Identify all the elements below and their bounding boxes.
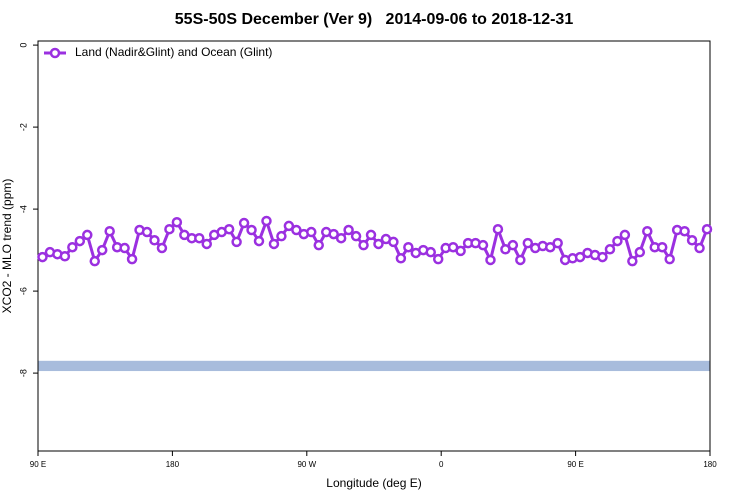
point — [515, 254, 526, 266]
point — [642, 225, 653, 237]
plot-frame — [37, 40, 711, 452]
point — [544, 241, 556, 253]
point — [291, 224, 302, 236]
point — [627, 255, 638, 267]
point — [522, 237, 534, 249]
point — [276, 230, 287, 242]
point — [552, 237, 563, 249]
point — [395, 253, 407, 264]
point — [485, 254, 496, 266]
point — [500, 244, 511, 255]
y-axis-label: XCO2 - MLO trend (ppm) — [0, 179, 14, 314]
y-tick-label: -6 — [18, 287, 28, 295]
point — [231, 236, 242, 248]
point — [37, 251, 48, 263]
point — [164, 223, 175, 235]
point — [612, 235, 623, 247]
point — [89, 255, 100, 267]
point — [283, 220, 295, 232]
x-tick-label: 180 — [703, 460, 717, 469]
point — [343, 224, 354, 236]
point — [238, 217, 250, 229]
point — [268, 238, 280, 250]
point — [373, 238, 384, 250]
x-tick-label: 90 E — [30, 460, 46, 469]
point — [619, 229, 631, 241]
point — [425, 246, 436, 258]
band — [38, 360, 710, 372]
point — [604, 244, 616, 255]
x-tick-label: 180 — [166, 460, 180, 469]
point — [388, 236, 399, 248]
point — [246, 224, 257, 236]
point — [201, 238, 212, 250]
point — [126, 253, 138, 265]
point — [82, 229, 93, 241]
point — [96, 244, 108, 256]
point — [350, 230, 362, 242]
point — [119, 242, 130, 254]
point — [477, 239, 489, 251]
point — [664, 253, 675, 265]
point — [656, 241, 668, 253]
point — [679, 225, 690, 237]
point — [507, 239, 519, 251]
point — [492, 223, 504, 235]
point — [432, 253, 444, 265]
point — [358, 239, 369, 251]
point — [67, 241, 78, 253]
y-tick-label: -8 — [18, 369, 28, 377]
x-tick-label: 90 W — [297, 460, 316, 469]
point — [306, 226, 317, 238]
point — [574, 251, 586, 263]
point — [261, 215, 272, 227]
point — [223, 223, 235, 235]
x-tick-label: 0 — [439, 460, 444, 469]
point — [59, 251, 71, 262]
point — [194, 232, 205, 244]
point — [694, 242, 705, 254]
point — [403, 241, 414, 253]
point — [171, 216, 183, 228]
point — [365, 229, 377, 241]
x-tick-label: 90 E — [567, 460, 583, 469]
point — [253, 235, 265, 247]
legend-marker — [49, 47, 61, 59]
legend-label: Land (Nadir&Glint) and Ocean (Glint) — [75, 45, 272, 59]
point — [156, 242, 168, 254]
point — [686, 235, 698, 246]
point — [335, 232, 347, 244]
y-tick-label: -2 — [18, 123, 28, 131]
point — [634, 246, 646, 258]
y-tick-label: -4 — [18, 205, 28, 213]
point — [149, 235, 160, 246]
chart-title: 55S-50S December (Ver 9) 2014-09-06 to 2… — [175, 11, 574, 28]
point — [597, 251, 608, 263]
point — [455, 245, 466, 257]
x-axis-label: Longitude (deg E) — [326, 476, 421, 490]
y-tick-label: 0 — [18, 43, 28, 48]
point — [141, 226, 153, 238]
point — [74, 235, 86, 247]
point — [328, 228, 339, 240]
point — [701, 223, 713, 235]
point — [313, 239, 324, 251]
point — [104, 225, 115, 237]
